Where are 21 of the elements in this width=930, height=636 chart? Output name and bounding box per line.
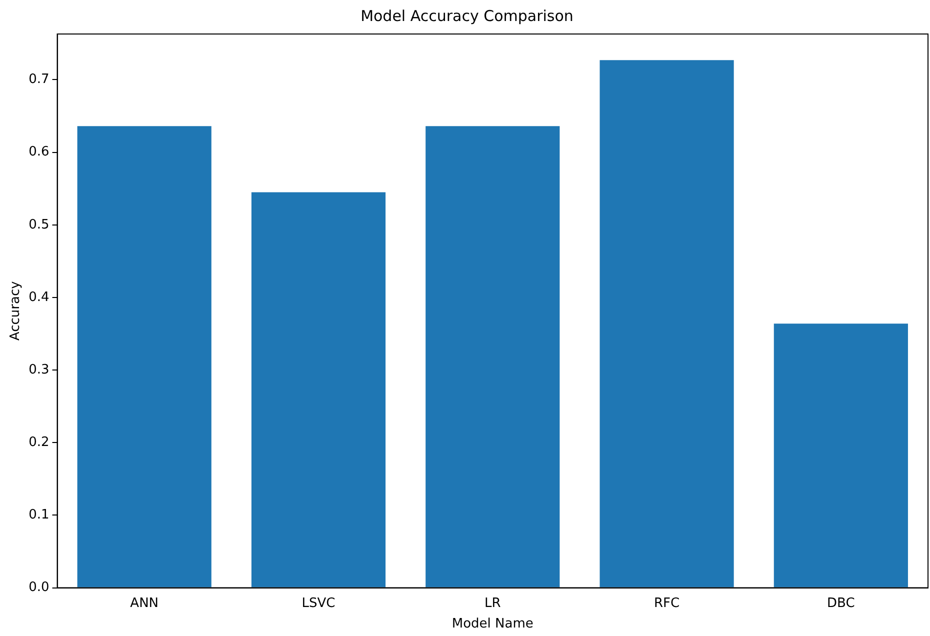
x-tick-label: LR bbox=[484, 596, 501, 611]
y-tick-label: 0.2 bbox=[28, 435, 50, 450]
y-axis-title: Accuracy bbox=[8, 280, 24, 341]
bar bbox=[77, 126, 212, 588]
bar bbox=[426, 126, 560, 588]
x-tick-label: ANN bbox=[130, 596, 159, 611]
y-tick-label: 0.3 bbox=[28, 362, 50, 378]
bar bbox=[774, 324, 908, 588]
y-tick-label: 0.0 bbox=[28, 580, 50, 596]
bar bbox=[600, 60, 734, 588]
y-tick-label: 0.4 bbox=[28, 290, 50, 305]
x-tick-label: LSVC bbox=[302, 596, 336, 611]
y-tick-label: 0.6 bbox=[28, 144, 50, 160]
y-tick-label: 0.5 bbox=[28, 217, 50, 232]
x-tick-label: DBC bbox=[827, 596, 855, 611]
y-tick-label: 0.1 bbox=[28, 508, 50, 523]
bar bbox=[251, 192, 386, 588]
x-tick-label: RFC bbox=[654, 596, 680, 611]
chart-title: Model Accuracy Comparison bbox=[360, 6, 574, 25]
y-tick-label: 0.7 bbox=[28, 72, 50, 88]
x-axis-title: Model Name bbox=[452, 616, 534, 632]
